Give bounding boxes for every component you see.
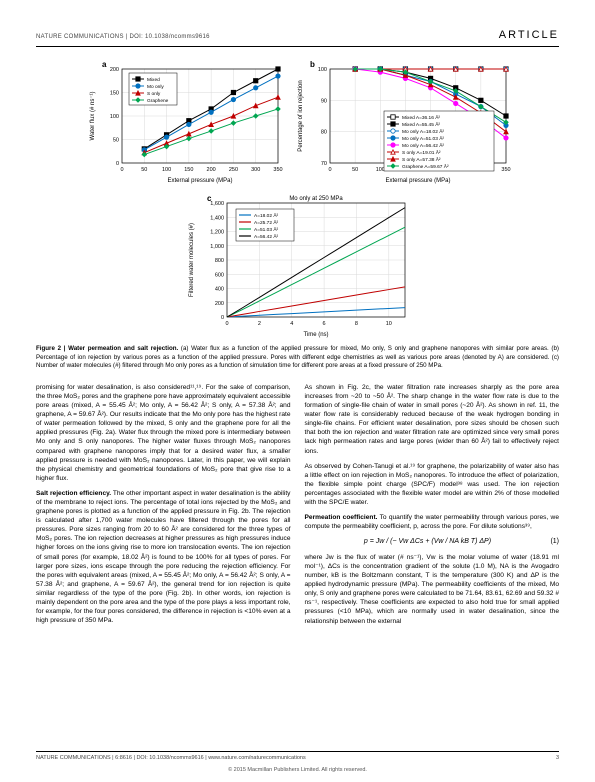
svg-text:200: 200 xyxy=(109,67,118,73)
svg-text:Mo only at 250 MPa: Mo only at 250 MPa xyxy=(289,196,343,202)
svg-text:4: 4 xyxy=(290,321,293,327)
svg-text:50: 50 xyxy=(352,167,358,173)
heading-salt-rejection: Salt rejection efficiency. xyxy=(36,490,111,497)
figure-caption: Figure 2 | Water permeation and salt rej… xyxy=(36,345,559,371)
page-header: NATURE COMMUNICATIONS | DOI: 10.1038/nco… xyxy=(36,28,559,47)
svg-text:150: 150 xyxy=(109,90,118,96)
svg-text:100: 100 xyxy=(109,114,118,120)
paragraph-1: promising for water desalination, is als… xyxy=(36,383,291,483)
svg-text:Mo only A=51.03 Å²: Mo only A=51.03 Å² xyxy=(402,135,444,142)
svg-text:100: 100 xyxy=(317,67,326,73)
copyright: © 2015 Macmillan Publishers Limited. All… xyxy=(0,767,595,774)
paragraph-3: As shown in Fig. 2c, the water filtratio… xyxy=(305,383,560,456)
svg-text:200: 200 xyxy=(206,167,215,173)
svg-text:A=18.02 Å²: A=18.02 Å² xyxy=(254,212,279,219)
svg-text:1,400: 1,400 xyxy=(210,215,224,221)
svg-text:350: 350 xyxy=(501,167,510,173)
svg-text:0: 0 xyxy=(120,167,123,173)
svg-text:Graphene A=59.67 Å²: Graphene A=59.67 Å² xyxy=(402,163,449,170)
figure-c-wrap: 0 2 4 6 8 10 0 200 400 600 800 1,000 1,200 1,400 1,600… xyxy=(36,189,559,339)
header-article-label: ARTICLE xyxy=(499,28,559,43)
equation-number: (1) xyxy=(550,537,559,547)
equation-body: p = Jw / (− Vw ΔCs + (Vw / NA kB T) ΔP) xyxy=(364,538,491,545)
svg-text:Filtered water molecules (#): Filtered water molecules (#) xyxy=(189,223,195,297)
footer-page-number: 3 xyxy=(556,755,559,762)
paragraph-4: As observed by Cohen-Tanugi et al.¹⁹ for… xyxy=(305,462,560,507)
svg-text:50: 50 xyxy=(141,167,147,173)
svg-text:600: 600 xyxy=(214,272,223,278)
svg-text:2: 2 xyxy=(257,321,260,327)
svg-text:Mixed A=55.45 Å²: Mixed A=55.45 Å² xyxy=(402,121,440,128)
svg-text:Mixed: Mixed xyxy=(147,77,160,83)
svg-text:A=25.72 Å²: A=25.72 Å² xyxy=(254,219,279,226)
figure-a: 0 50 100 150 200 250 300 350 0 50 100 150 200 Externa… xyxy=(84,57,284,185)
svg-text:250: 250 xyxy=(228,167,237,173)
page-footer: NATURE COMMUNICATIONS | 6:8616 | DOI: 10… xyxy=(36,751,559,762)
svg-text:100: 100 xyxy=(375,167,384,173)
svg-text:50: 50 xyxy=(112,137,118,143)
footer-citation: NATURE COMMUNICATIONS | 6:8616 | DOI: 10… xyxy=(36,755,306,762)
svg-text:S only A=19.01 Å²: S only A=19.01 Å² xyxy=(402,149,441,156)
svg-text:300: 300 xyxy=(251,167,260,173)
svg-text:0: 0 xyxy=(328,167,331,173)
svg-text:100: 100 xyxy=(161,167,170,173)
svg-text:c: c xyxy=(207,194,212,203)
svg-text:Percentage of ion rejection: Percentage of ion rejection xyxy=(298,80,304,151)
figure-row-ab: 0 50 100 150 200 250 300 350 0 50 100 150 200 Externa… xyxy=(36,57,559,185)
svg-text:Graphene: Graphene xyxy=(147,98,169,104)
svg-text:External pressure (MPa): External pressure (MPa) xyxy=(385,178,450,184)
svg-text:400: 400 xyxy=(214,286,223,292)
caption-lead: Figure 2 | Water permeation and salt rej… xyxy=(36,345,178,352)
svg-text:Mo only: Mo only xyxy=(147,84,164,90)
paragraph-6: where Jw is the flux of water (# ns⁻¹), … xyxy=(305,553,560,626)
heading-permeation: Permeation coefficient. xyxy=(305,514,378,521)
paragraph-5: Permeation coefficient. To quantify the … xyxy=(305,513,560,531)
header-journal: NATURE COMMUNICATIONS | DOI: 10.1038/nco… xyxy=(36,33,210,41)
svg-text:External pressure (MPa): External pressure (MPa) xyxy=(167,178,232,184)
svg-text:8: 8 xyxy=(354,321,357,327)
svg-text:0: 0 xyxy=(115,161,118,167)
svg-text:b: b xyxy=(310,60,315,69)
figure-b: 050100150200250300350708090100External p… xyxy=(292,57,512,185)
svg-text:150: 150 xyxy=(184,167,193,173)
svg-text:800: 800 xyxy=(214,258,223,264)
svg-text:Mixed A=36.16 Å²: Mixed A=36.16 Å² xyxy=(402,114,440,121)
svg-text:70: 70 xyxy=(320,161,326,167)
paragraph-2-text: The other important aspect in water desa… xyxy=(36,490,291,624)
svg-text:0: 0 xyxy=(225,321,228,327)
svg-text:350: 350 xyxy=(273,167,282,173)
body-columns: promising for water desalination, is als… xyxy=(36,383,559,632)
svg-text:Mo only A=18.02 Å²: Mo only A=18.02 Å² xyxy=(402,128,444,135)
svg-text:Time (ns): Time (ns) xyxy=(303,332,328,338)
svg-text:90: 90 xyxy=(320,98,326,104)
svg-text:10: 10 xyxy=(385,321,391,327)
svg-text:A=56.42 Å²: A=56.42 Å² xyxy=(254,233,279,240)
svg-text:Water flux (# ns⁻¹): Water flux (# ns⁻¹) xyxy=(90,91,96,140)
svg-text:1,200: 1,200 xyxy=(210,229,224,235)
svg-text:A=51.03 Å²: A=51.03 Å² xyxy=(254,226,279,233)
svg-text:S only: S only xyxy=(147,91,161,97)
paragraph-2: Salt rejection efficiency. The other imp… xyxy=(36,489,291,625)
svg-text:S only A=57.38 Å²: S only A=57.38 Å² xyxy=(402,156,441,163)
equation-1: p = Jw / (− Vw ΔCs + (Vw / NA kB T) ΔP) (… xyxy=(305,537,560,547)
svg-text:80: 80 xyxy=(320,130,326,136)
svg-text:6: 6 xyxy=(322,321,325,327)
svg-text:1,600: 1,600 xyxy=(210,201,224,207)
svg-text:1,000: 1,000 xyxy=(210,244,224,250)
svg-text:a: a xyxy=(102,60,107,69)
svg-text:0: 0 xyxy=(220,315,223,321)
svg-text:200: 200 xyxy=(214,301,223,307)
svg-text:Mo only A=56.42 Å²: Mo only A=56.42 Å² xyxy=(402,142,444,149)
